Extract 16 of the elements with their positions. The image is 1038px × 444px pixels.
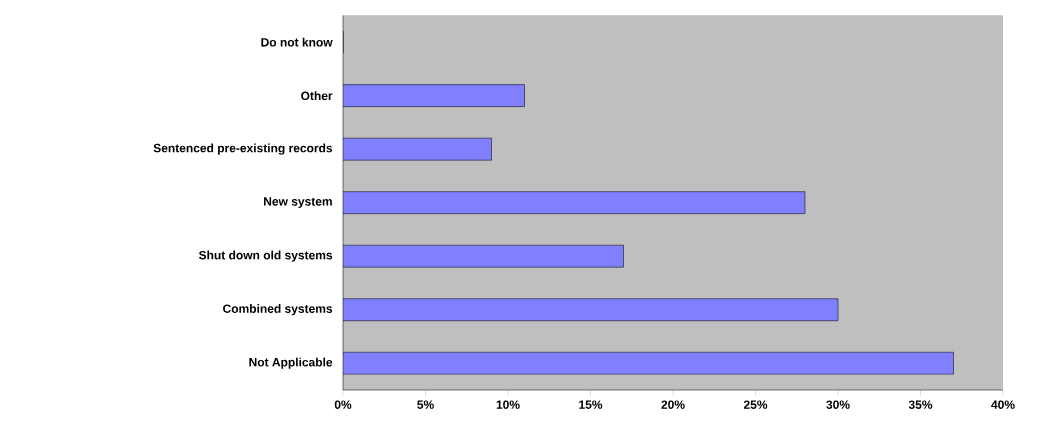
x-tick-label: 30% xyxy=(826,400,850,409)
x-tick-label: 20% xyxy=(661,400,685,409)
x-tick-label: 10% xyxy=(496,400,520,409)
x-tick-label: 0% xyxy=(334,400,352,409)
x-tick-label: 25% xyxy=(743,400,768,409)
x-tick-label: 35% xyxy=(908,400,933,409)
y-tick-label: Do not know xyxy=(261,37,333,47)
y-tick-label: Sentenced pre-existing records xyxy=(153,143,333,155)
y-tick-label: New system xyxy=(264,197,332,209)
x-tick-label: 15% xyxy=(579,400,603,409)
y-tick-label: Shut down old systems xyxy=(198,250,333,262)
y-tick-label: Other xyxy=(301,91,333,101)
x-tick-label: 40% xyxy=(991,400,1015,409)
x-tick-label: 5% xyxy=(417,400,434,409)
y-tick-label: Not Applicable xyxy=(249,357,333,369)
y-tick-label: Combined systems xyxy=(223,304,333,316)
